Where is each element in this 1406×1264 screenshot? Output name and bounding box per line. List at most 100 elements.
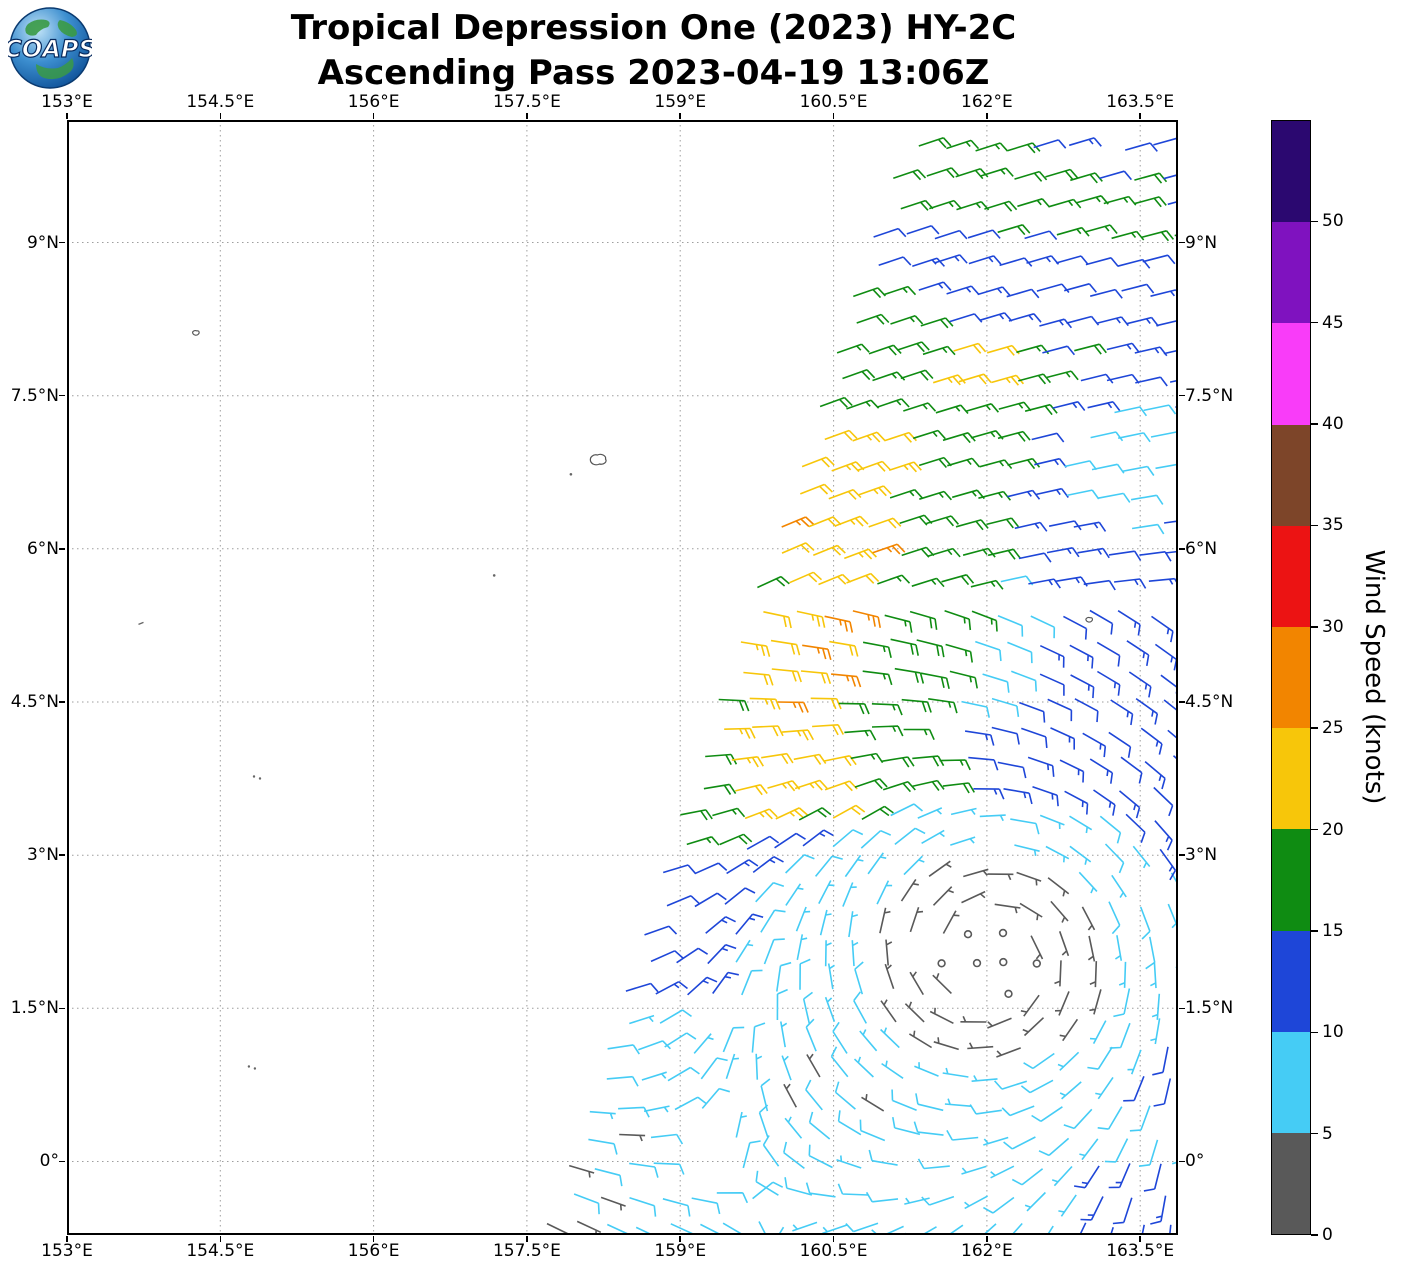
x-tick-mark-top: [66, 113, 68, 119]
x-tick-mark-top: [679, 113, 681, 119]
x-tick-label-top: 163.5°E: [1106, 92, 1175, 112]
colorbar-tick-mark: [1311, 423, 1318, 425]
x-tick-mark-top: [986, 113, 988, 119]
colorbar-tick-mark: [1311, 220, 1318, 223]
x-tick-label-bottom: 153°E: [41, 1241, 93, 1261]
colorbar-segment: [1272, 525, 1310, 627]
x-tick-mark-bottom: [66, 1236, 68, 1242]
y-tick-mark-right: [1179, 1160, 1185, 1163]
y-tick-mark-right: [1179, 241, 1185, 244]
colorbar-label: Wind Speed (knots): [1359, 549, 1389, 805]
x-tick-label-bottom: 160.5°E: [799, 1241, 868, 1261]
x-tick-mark-bottom: [526, 1236, 528, 1242]
y-tick-label-right: 9°N: [1185, 232, 1218, 253]
colorbar: [1271, 120, 1311, 1235]
y-tick-label-right: 0°: [1185, 1151, 1205, 1172]
x-tick-label-top: 157.5°E: [492, 92, 561, 112]
colorbar-tick-label: 0: [1322, 1225, 1333, 1245]
plot-border: [67, 120, 1178, 1235]
colorbar-tick-mark: [1311, 626, 1318, 628]
x-tick-label-top: 160.5°E: [799, 92, 868, 112]
title-line-1: Tropical Depression One (2023) HY-2C: [290, 8, 1017, 48]
coastlines: [138, 330, 1093, 1070]
colorbar-tick-label: 25: [1322, 718, 1344, 739]
y-tick-label-right: 1.5°N: [1185, 998, 1234, 1019]
colorbar-segment: [1272, 121, 1310, 223]
coaps-logo-text: COAPS: [8, 35, 92, 63]
y-tick-mark-left: [59, 548, 65, 550]
colorbar-segment: [1272, 222, 1310, 324]
colorbar-tick-label: 5: [1322, 1123, 1333, 1144]
colorbar-tick-label: 30: [1322, 616, 1344, 637]
y-tick-label-right: 4.5°N: [1185, 692, 1234, 712]
x-tick-mark-top: [1139, 113, 1141, 119]
y-tick-mark-left: [59, 1160, 65, 1163]
x-tick-label-top: 153°E: [41, 92, 93, 112]
colorbar-segment: [1272, 728, 1310, 830]
continent-shape: [36, 58, 74, 80]
x-tick-label-top: 162°E: [961, 92, 1013, 112]
continent-shape: [25, 19, 50, 36]
colorbar-tick-label: 10: [1322, 1022, 1344, 1043]
colorbar-tick-mark: [1311, 727, 1318, 729]
colorbar-tick-label: 40: [1322, 414, 1344, 435]
y-tick-mark-right: [1179, 1007, 1185, 1010]
x-tick-mark-bottom: [372, 1236, 375, 1242]
x-tick-label-bottom: 163.5°E: [1106, 1241, 1175, 1261]
y-tick-label-left: 6°N: [26, 538, 59, 559]
colorbar-segment: [1272, 1031, 1310, 1133]
colorbar-segment: [1272, 930, 1310, 1032]
y-tick-label-left: 0°: [39, 1151, 59, 1172]
y-tick-mark-left: [59, 854, 65, 856]
y-tick-label-left: 4.5°N: [10, 692, 59, 712]
y-tick-label-left: 9°N: [26, 232, 59, 253]
coaps-logo: COAPS: [8, 7, 92, 89]
y-tick-label-left: 3°N: [26, 845, 59, 866]
x-tick-mark-top: [372, 113, 375, 119]
title-line-2: Ascending Pass 2023-04-19 13:06Z: [317, 53, 990, 93]
x-tick-label-top: 159°E: [654, 92, 707, 112]
colorbar-tick-mark: [1311, 321, 1318, 324]
y-tick-label-left: 1.5°N: [10, 998, 59, 1019]
y-tick-mark-left: [59, 701, 65, 703]
y-tick-mark-right: [1179, 394, 1185, 397]
x-tick-mark-bottom: [832, 1236, 835, 1242]
continent-shape: [57, 20, 77, 37]
colorbar-tick-mark: [1311, 1132, 1318, 1135]
x-tick-label-bottom: 162°E: [961, 1241, 1013, 1261]
x-tick-label-bottom: 154.5°E: [186, 1241, 255, 1261]
x-tick-mark-bottom: [679, 1236, 681, 1242]
x-tick-label-top: 154.5°E: [186, 92, 255, 112]
x-tick-mark-bottom: [986, 1236, 988, 1242]
colorbar-segment: [1272, 424, 1310, 526]
x-tick-mark-top: [219, 113, 222, 119]
x-tick-mark-top: [832, 113, 835, 119]
colorbar-segment: [1272, 323, 1310, 425]
x-tick-mark-top: [526, 113, 528, 119]
colorbar-segment: [1272, 1132, 1310, 1235]
x-tick-mark-bottom: [1139, 1236, 1141, 1242]
y-tick-label-right: 3°N: [1185, 845, 1218, 866]
x-tick-label-top: 156°E: [347, 92, 400, 112]
x-tick-label-bottom: 156°E: [347, 1241, 400, 1261]
y-tick-mark-left: [59, 394, 65, 397]
x-tick-mark-bottom: [219, 1236, 222, 1242]
colorbar-tick-label: 45: [1322, 312, 1344, 333]
y-tick-mark-right: [1179, 854, 1185, 856]
y-tick-mark-right: [1179, 548, 1185, 550]
x-tick-label-bottom: 159°E: [654, 1241, 707, 1261]
colorbar-segment: [1272, 829, 1310, 931]
colorbar-tick-label: 20: [1322, 819, 1344, 840]
colorbar-tick-mark: [1311, 1234, 1318, 1236]
y-tick-mark-left: [59, 1007, 65, 1010]
colorbar-tick-mark: [1311, 1031, 1318, 1034]
y-tick-label-right: 7.5°N: [1185, 385, 1234, 406]
y-tick-mark-left: [59, 241, 65, 244]
colorbar-tick-mark: [1311, 930, 1318, 932]
wind-barbs: [546, 137, 1178, 1235]
plot-title: Tropical Depression One (2023) HY-2C Asc…: [67, 6, 1240, 96]
y-tick-mark-right: [1179, 701, 1185, 703]
colorbar-segment: [1272, 626, 1310, 729]
y-tick-label-left: 7.5°N: [10, 385, 59, 406]
